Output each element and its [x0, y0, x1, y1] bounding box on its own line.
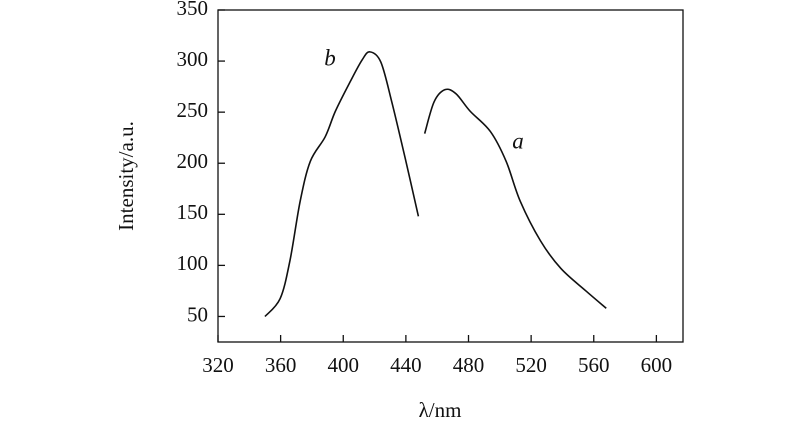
curve-label: a — [512, 128, 524, 153]
curve-label: b — [324, 45, 336, 70]
x-axis-label: λ/nm — [419, 398, 462, 422]
x-tick-label: 320 — [202, 353, 234, 377]
y-tick-label: 200 — [177, 149, 209, 173]
y-axis-label: Intensity/a.u. — [114, 121, 138, 231]
x-tick-label: 520 — [515, 353, 547, 377]
y-tick-label: 50 — [187, 302, 208, 326]
x-tick-label: 440 — [390, 353, 422, 377]
curve — [264, 51, 420, 318]
plot-frame — [217, 9, 684, 343]
curve — [423, 88, 607, 309]
y-tick-label: 150 — [177, 200, 209, 224]
x-tick-label: 600 — [641, 353, 673, 377]
x-tick-label: 480 — [453, 353, 485, 377]
y-tick-label: 300 — [177, 47, 209, 71]
x-tick-label: 400 — [328, 353, 360, 377]
y-tick-label: 350 — [177, 0, 209, 20]
x-tick-label: 560 — [578, 353, 610, 377]
y-tick-label: 100 — [177, 251, 209, 275]
x-tick-label: 360 — [265, 353, 297, 377]
y-tick-label: 250 — [177, 98, 209, 122]
